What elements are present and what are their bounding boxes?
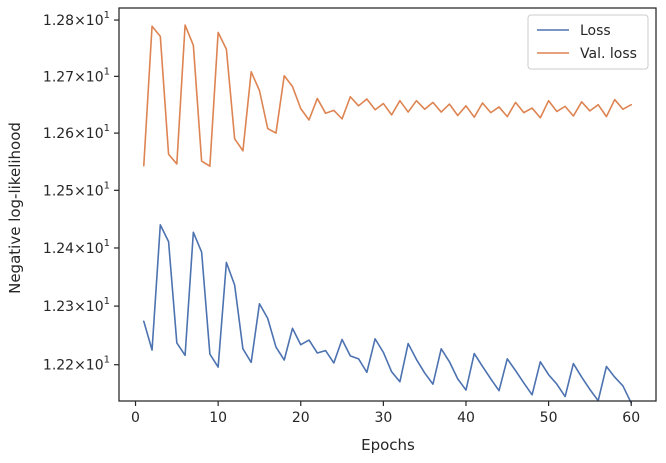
y-tick-label: 1.28×101 — [43, 10, 110, 29]
y-tick-mantissa: 1.27 — [43, 69, 74, 85]
legend-frame — [527, 14, 649, 70]
y-tick-exponent: 1 — [104, 66, 110, 77]
y-tick-label: 1.26×101 — [43, 123, 110, 142]
y-tick-label: 1.22×101 — [43, 355, 110, 374]
y-tick-exponent: 1 — [104, 123, 110, 134]
y-tick-times: ×10 — [74, 126, 104, 142]
y-tick-times: ×10 — [74, 13, 104, 29]
x-tick-label: 60 — [622, 410, 640, 426]
y-tick-mantissa: 1.25 — [43, 183, 74, 199]
x-tick-label: 20 — [292, 410, 310, 426]
x-tick-label: 0 — [131, 410, 140, 426]
x-axis-label: Epochs — [361, 436, 415, 454]
plot-frame — [118, 7, 657, 402]
series-line-loss — [142, 224, 633, 404]
y-tick-mantissa: 1.23 — [43, 299, 74, 315]
y-tick-label: 1.24×101 — [43, 238, 110, 257]
x-tick-label: 50 — [540, 410, 558, 426]
y-tick-times: ×10 — [74, 299, 104, 315]
x-tick-label: 40 — [457, 410, 475, 426]
y-axis: 1.22×1011.23×1011.24×1011.25×1011.26×101… — [43, 10, 119, 374]
y-tick-label: 1.25×101 — [43, 180, 110, 199]
x-tick-label: 30 — [374, 410, 392, 426]
y-tick-exponent: 1 — [104, 238, 110, 249]
y-axis-label: Negative log-likelihood — [6, 122, 24, 294]
y-tick-times: ×10 — [74, 358, 104, 374]
y-tick-times: ×10 — [74, 241, 104, 257]
x-axis: 0 10 20 30 40 50 60 — [131, 401, 640, 426]
y-tick-exponent: 1 — [104, 10, 110, 21]
legend: Loss Val. loss — [527, 14, 649, 70]
x-tick-label: 10 — [209, 410, 227, 426]
legend-label-val-loss: Val. loss — [580, 46, 637, 62]
y-tick-label: 1.23×101 — [43, 296, 110, 315]
y-tick-exponent: 1 — [104, 355, 110, 366]
y-tick-mantissa: 1.26 — [43, 126, 74, 142]
y-tick-exponent: 1 — [104, 296, 110, 307]
legend-label-loss: Loss — [580, 23, 611, 39]
y-tick-times: ×10 — [74, 69, 104, 85]
series-line-val-loss — [142, 24, 633, 168]
y-tick-exponent: 1 — [104, 180, 110, 191]
y-tick-mantissa: 1.28 — [43, 13, 74, 29]
y-tick-label: 1.27×101 — [43, 66, 110, 85]
y-tick-mantissa: 1.22 — [43, 358, 74, 374]
y-tick-mantissa: 1.24 — [43, 241, 74, 257]
y-tick-times: ×10 — [74, 183, 104, 199]
series-layer — [142, 24, 633, 404]
